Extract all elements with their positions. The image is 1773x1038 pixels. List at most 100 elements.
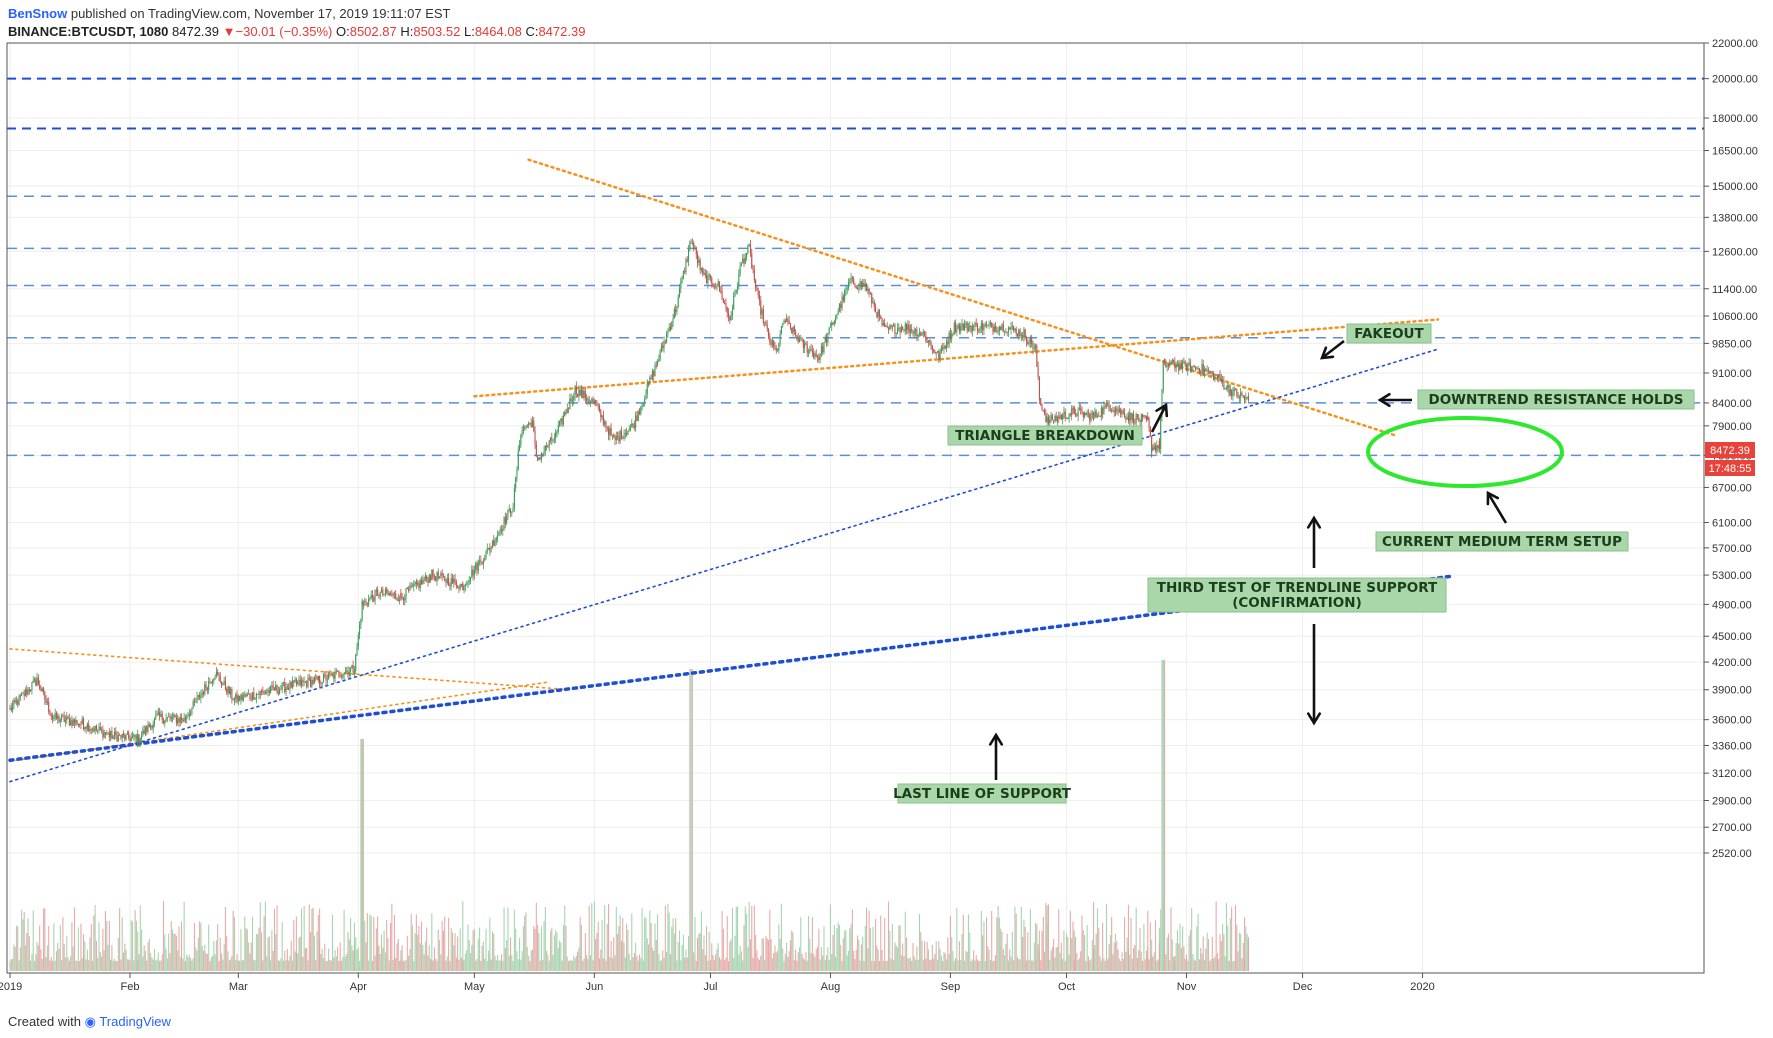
candle-body	[807, 351, 810, 353]
volume-bar	[1231, 907, 1233, 971]
candle-body	[609, 428, 611, 436]
volume-bar	[1078, 958, 1080, 971]
volume-bar	[32, 910, 34, 971]
candle-body	[1196, 368, 1198, 370]
candle-body	[442, 575, 444, 577]
candle-body	[418, 583, 420, 589]
volume-bar	[646, 938, 648, 971]
volume-bar	[41, 958, 43, 971]
candle-body	[237, 696, 239, 702]
candle-body	[1170, 363, 1172, 365]
candle-body	[397, 598, 399, 602]
candle-body	[964, 324, 966, 331]
candle-body	[611, 434, 613, 436]
candle-body	[913, 331, 915, 334]
volume-bar	[1136, 957, 1139, 971]
candle-body	[19, 695, 21, 697]
candle-body	[553, 437, 555, 440]
change-down-icon: ▼	[222, 24, 236, 39]
tradingview-logo-icon: ◉	[84, 1014, 96, 1029]
candle-body	[202, 692, 205, 695]
candle-body	[1156, 445, 1158, 451]
candle-body	[467, 581, 469, 585]
candle-body	[275, 685, 277, 691]
volume-bar	[1093, 948, 1095, 971]
candle-body	[755, 280, 757, 288]
candle-body	[924, 332, 926, 336]
candle-body	[706, 274, 708, 284]
volume-bar	[1002, 949, 1004, 971]
volume-bar	[44, 908, 46, 971]
candle-body	[1091, 413, 1093, 415]
volume-bar	[174, 933, 176, 971]
candle-body	[909, 328, 911, 333]
volume-bar	[700, 911, 702, 971]
volume-bar	[672, 918, 674, 971]
candle-body	[1082, 412, 1084, 417]
volume-bar	[102, 928, 104, 971]
volume-bar	[223, 944, 225, 971]
volume-bar	[458, 959, 460, 971]
candle-body	[566, 408, 568, 414]
candle-body	[704, 272, 706, 275]
volume-bar	[704, 955, 706, 971]
candle-body	[1131, 413, 1133, 420]
volume-bar	[648, 944, 650, 971]
candle-body	[1192, 366, 1194, 367]
candle-body	[997, 330, 999, 332]
candle-body	[778, 343, 780, 351]
candle-body	[152, 723, 154, 729]
tradingview-brand[interactable]: TradingView	[99, 1014, 171, 1029]
candle-body	[641, 403, 643, 408]
candle-body	[1011, 325, 1013, 327]
candle-body	[406, 588, 408, 590]
candle-body	[351, 664, 353, 669]
candle-body	[1206, 369, 1208, 371]
volume-bar	[520, 959, 522, 971]
volume-bar	[598, 958, 601, 971]
volume-bar	[1095, 934, 1097, 971]
x-tick-label: Jun	[585, 981, 603, 993]
volume-bar	[886, 960, 888, 971]
author-name[interactable]: BenSnow	[8, 6, 68, 21]
volume-bar	[161, 954, 163, 971]
candle-body	[208, 681, 210, 690]
countdown-tag: 17:48:55	[1709, 463, 1752, 475]
candle-body	[221, 681, 223, 685]
candle-body	[348, 671, 350, 676]
volume-bar	[858, 939, 860, 971]
candle-body	[251, 692, 254, 700]
symbol-label[interactable]: BINANCE:BTCUSDT, 1080	[8, 24, 169, 39]
candle-body	[519, 445, 521, 451]
candle-body	[1067, 417, 1069, 419]
volume-bar	[1140, 951, 1142, 971]
volume-bar	[543, 921, 545, 971]
last-price: 8472.39	[172, 24, 219, 39]
volume-bar	[259, 902, 261, 971]
volume-bar	[322, 957, 325, 971]
volume-bar	[146, 960, 148, 971]
candle-body	[1125, 417, 1127, 420]
volume-bar	[669, 954, 672, 971]
volume-bar	[15, 925, 17, 971]
candle-body	[1174, 365, 1176, 369]
volume-bar	[885, 960, 887, 971]
volume-bar	[609, 956, 611, 971]
volume-bar	[290, 940, 292, 971]
candle-body	[451, 578, 454, 584]
volume-bar	[280, 958, 282, 971]
candlesticks	[9, 238, 1249, 748]
candle-body	[23, 693, 25, 696]
candle-body	[506, 516, 508, 524]
candle-body	[503, 517, 505, 529]
candle-body	[876, 312, 878, 318]
candle-body	[1038, 397, 1040, 400]
volume-bar	[84, 941, 86, 971]
candle-body	[955, 322, 957, 332]
volume-bar	[175, 935, 177, 971]
y-tick-label: 10600.00	[1712, 311, 1758, 323]
candle-body	[969, 325, 971, 328]
volume-bar	[253, 959, 255, 971]
y-tick-label: 3900.00	[1712, 685, 1752, 697]
